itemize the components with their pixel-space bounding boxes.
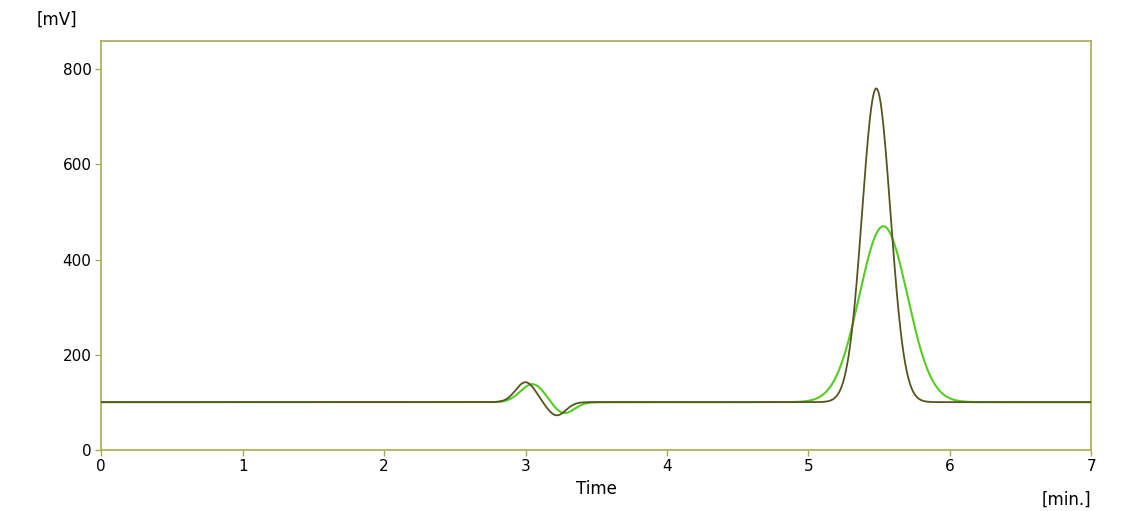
X-axis label: Time: Time: [576, 480, 616, 498]
Text: [mV]: [mV]: [37, 11, 78, 29]
Text: [min.]: [min.]: [1042, 491, 1091, 508]
